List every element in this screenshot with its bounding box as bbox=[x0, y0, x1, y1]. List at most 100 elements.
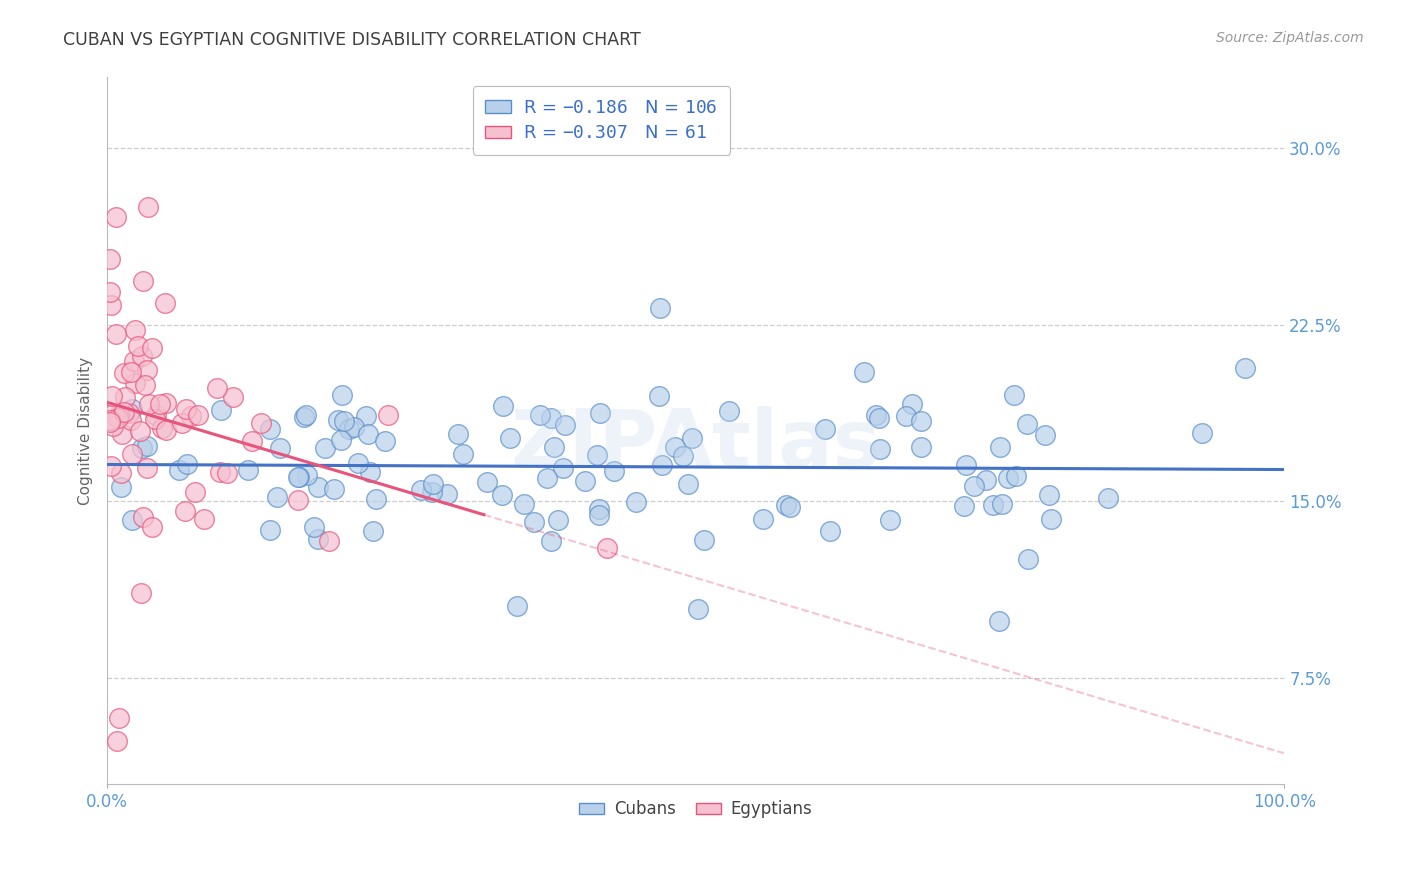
Point bbox=[240, 434, 263, 448]
Point bbox=[997, 471, 1019, 485]
Point bbox=[269, 441, 291, 455]
Point bbox=[103, 407, 125, 421]
Point bbox=[775, 498, 797, 512]
Point bbox=[536, 471, 558, 485]
Point bbox=[124, 376, 146, 390]
Point bbox=[852, 365, 875, 379]
Point bbox=[150, 421, 173, 435]
Point bbox=[209, 403, 232, 417]
Point bbox=[333, 414, 356, 428]
Point bbox=[98, 285, 121, 299]
Point bbox=[323, 482, 346, 496]
Point bbox=[491, 488, 513, 502]
Point bbox=[988, 614, 1011, 628]
Point bbox=[288, 470, 311, 484]
Point bbox=[143, 412, 166, 426]
Point bbox=[120, 365, 142, 379]
Point bbox=[107, 411, 129, 425]
Point bbox=[475, 475, 498, 489]
Point bbox=[337, 422, 360, 436]
Point bbox=[100, 389, 122, 403]
Text: ZIPAtlas: ZIPAtlas bbox=[510, 406, 882, 483]
Point bbox=[318, 534, 340, 549]
Point bbox=[499, 431, 522, 445]
Point bbox=[114, 390, 136, 404]
Point bbox=[108, 408, 131, 422]
Point bbox=[585, 448, 607, 462]
Point bbox=[121, 402, 143, 417]
Point bbox=[222, 390, 245, 404]
Point bbox=[543, 440, 565, 454]
Point bbox=[326, 413, 349, 427]
Point bbox=[1191, 425, 1213, 440]
Point bbox=[879, 513, 901, 527]
Point bbox=[343, 419, 366, 434]
Point bbox=[330, 433, 353, 447]
Point bbox=[894, 409, 917, 424]
Point bbox=[540, 410, 562, 425]
Point bbox=[357, 427, 380, 442]
Point bbox=[779, 500, 801, 514]
Point bbox=[717, 404, 740, 418]
Point bbox=[295, 409, 318, 423]
Point bbox=[121, 513, 143, 527]
Point bbox=[447, 427, 470, 442]
Point bbox=[422, 477, 444, 491]
Point bbox=[983, 499, 1005, 513]
Point bbox=[129, 424, 152, 438]
Point bbox=[624, 494, 647, 508]
Point bbox=[650, 301, 672, 315]
Point bbox=[141, 519, 163, 533]
Point bbox=[672, 449, 695, 463]
Point bbox=[529, 408, 551, 422]
Point bbox=[110, 480, 132, 494]
Point bbox=[356, 409, 378, 423]
Point bbox=[141, 341, 163, 355]
Point bbox=[184, 485, 207, 500]
Point bbox=[865, 409, 887, 423]
Point bbox=[540, 534, 562, 549]
Point bbox=[1033, 428, 1056, 442]
Point bbox=[596, 541, 619, 555]
Y-axis label: Cognitive Disability: Cognitive Disability bbox=[79, 357, 93, 505]
Point bbox=[681, 431, 703, 445]
Point bbox=[377, 409, 399, 423]
Point bbox=[110, 466, 132, 480]
Point bbox=[98, 252, 121, 266]
Point bbox=[138, 200, 160, 214]
Point bbox=[523, 516, 546, 530]
Point bbox=[955, 458, 977, 473]
Point bbox=[1234, 361, 1257, 376]
Point bbox=[249, 416, 271, 430]
Point bbox=[138, 397, 160, 411]
Point bbox=[1039, 512, 1062, 526]
Point bbox=[187, 409, 209, 423]
Point bbox=[105, 210, 128, 224]
Point bbox=[308, 532, 330, 546]
Point bbox=[124, 322, 146, 336]
Point bbox=[869, 442, 891, 457]
Point bbox=[990, 497, 1012, 511]
Point bbox=[167, 463, 190, 477]
Point bbox=[121, 447, 143, 461]
Point bbox=[307, 480, 329, 494]
Point bbox=[238, 463, 260, 477]
Point bbox=[988, 440, 1011, 454]
Point bbox=[302, 520, 325, 534]
Point bbox=[688, 602, 710, 616]
Point bbox=[118, 406, 141, 420]
Point bbox=[111, 427, 134, 442]
Point bbox=[506, 599, 529, 613]
Point bbox=[98, 413, 121, 427]
Text: CUBAN VS EGYPTIAN COGNITIVE DISABILITY CORRELATION CHART: CUBAN VS EGYPTIAN COGNITIVE DISABILITY C… bbox=[63, 31, 641, 49]
Point bbox=[588, 502, 610, 516]
Point bbox=[155, 423, 177, 437]
Point bbox=[910, 414, 932, 428]
Point bbox=[295, 467, 318, 482]
Point bbox=[589, 406, 612, 420]
Point bbox=[103, 418, 125, 433]
Point bbox=[132, 510, 155, 524]
Point bbox=[287, 470, 309, 484]
Legend: Cubans, Egyptians: Cubans, Egyptians bbox=[572, 794, 820, 825]
Point bbox=[120, 413, 142, 427]
